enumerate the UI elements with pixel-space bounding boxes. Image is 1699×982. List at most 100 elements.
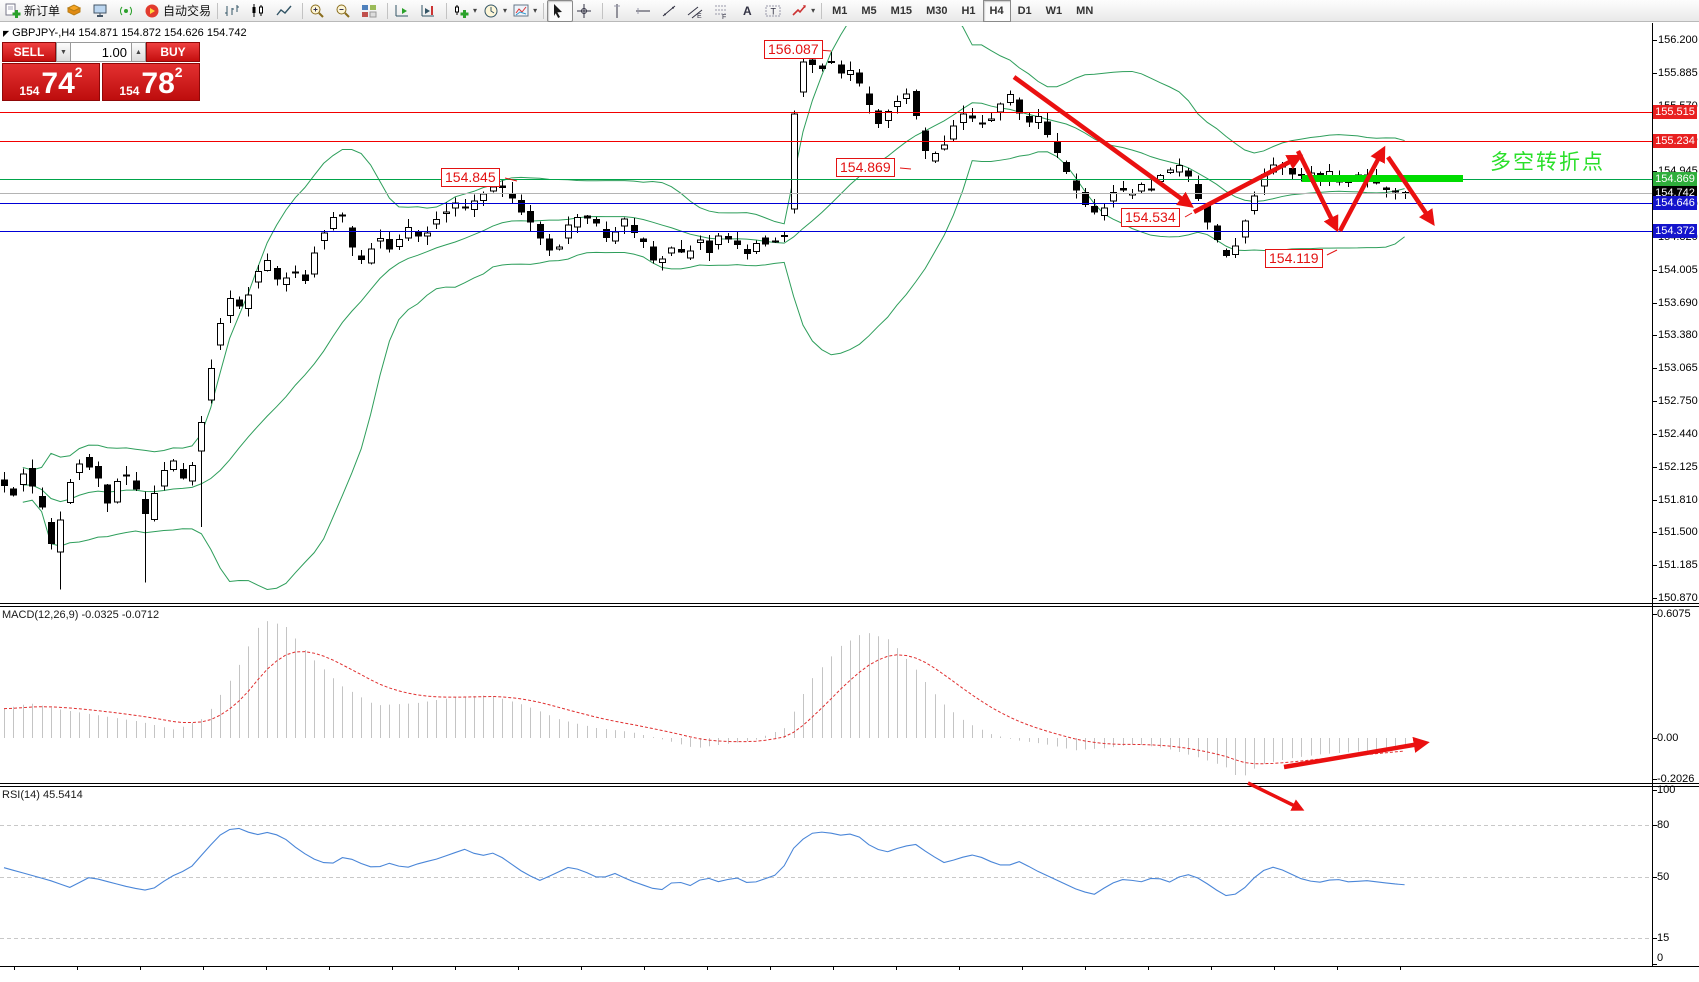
toolbar-separator <box>543 2 545 19</box>
timeframe-h4-button[interactable]: H4 <box>982 0 1011 22</box>
price-axis-chip: 154.646 <box>1653 195 1697 210</box>
sell-price-prefix: 154 <box>19 84 40 98</box>
cursor-button[interactable] <box>547 0 574 22</box>
toolbar-separator <box>217 2 219 19</box>
bars-icon <box>225 4 240 16</box>
chart-line-button[interactable] <box>273 0 299 22</box>
new-order-button[interactable]: 新订单 <box>2 0 63 22</box>
chart-bars-button[interactable] <box>221 0 247 22</box>
macd-axis-tick: -0.2026 <box>1657 773 1695 786</box>
signals-button[interactable] <box>115 0 141 22</box>
rsi-label: RSI(14) 45.5414 <box>2 789 83 801</box>
timeframe-m5-button[interactable]: M5 <box>861 4 877 17</box>
rsi-axis-tick: 15 <box>1657 931 1670 944</box>
profiles-button[interactable] <box>63 0 89 22</box>
zoomin-icon <box>310 4 324 18</box>
zoom-in-button[interactable] <box>306 0 332 22</box>
price-axis-tick: 155.885 <box>1658 66 1698 79</box>
volume-increase-button[interactable]: ▲ <box>131 42 146 62</box>
timeframe-m15-button[interactable]: M15 <box>890 4 913 17</box>
channel-button[interactable]: E <box>684 0 710 22</box>
rsi-axis-tick: 50 <box>1657 871 1670 883</box>
buy-button[interactable]: BUY <box>146 42 200 62</box>
macd-label: MACD(12,26,9) -0.0325 -0.0712 <box>2 609 160 621</box>
cn-annotation-text[interactable]: 多空转折点 <box>1490 151 1605 174</box>
scroll-icon <box>395 4 409 16</box>
price-tag-label[interactable]: 154.845 <box>441 168 500 187</box>
buy-price-prefix: 154 <box>119 84 140 98</box>
tile-windows-button[interactable] <box>358 0 384 22</box>
monitor-icon <box>93 4 107 17</box>
new-chart-button[interactable]: ▾ <box>450 0 480 22</box>
text-button[interactable]: A <box>736 0 762 22</box>
timeframe-m1-button[interactable]: M1 <box>832 4 848 17</box>
tiles-icon <box>362 4 377 17</box>
trendline-button[interactable] <box>658 0 684 22</box>
price-tag-label[interactable]: 154.119 <box>1265 249 1323 268</box>
price-axis-tick: 154.005 <box>1658 263 1698 276</box>
volume-decrease-button[interactable]: ▼ <box>56 42 71 62</box>
price-axis-chip: 154.869 <box>1653 172 1697 187</box>
rsi-axis-tick: 100 <box>1657 784 1676 796</box>
timeframe-d1-button[interactable]: D1 <box>1017 4 1032 17</box>
buy-price-pip: 2 <box>174 64 183 80</box>
price-axis-tick: 151.810 <box>1658 493 1698 506</box>
chart-candles-button[interactable] <box>247 0 273 22</box>
price-axis-tick: 152.440 <box>1658 427 1698 440</box>
book-icon <box>66 3 82 16</box>
macd-axis-tick: 0.00 <box>1657 732 1679 744</box>
hline-icon <box>636 7 651 14</box>
community-button[interactable] <box>89 0 115 22</box>
templates-icon <box>513 4 529 16</box>
crosshair-button[interactable] <box>573 0 599 22</box>
green-pivot-bar[interactable] <box>1302 175 1463 182</box>
zoom-out-button[interactable] <box>332 0 358 22</box>
fibonacci-button[interactable]: F <box>710 0 736 22</box>
label-icon: T <box>765 5 781 16</box>
rsi-axis-tick: 80 <box>1657 818 1670 831</box>
price-tag-label[interactable]: 156.087 <box>764 40 823 59</box>
sell-price-pip: 2 <box>74 64 83 80</box>
volume-input[interactable] <box>71 42 131 62</box>
macd-pane <box>3 621 1406 776</box>
bollinger-bands <box>22 26 1405 591</box>
chartplus-icon <box>455 4 469 18</box>
symbol-ohlc-text: GBPJPY-,H4 154.871 154.872 154.626 154.7… <box>12 27 247 39</box>
timeframe-w1-button[interactable]: W1 <box>1045 4 1063 17</box>
periodicity-button[interactable]: ▾ <box>480 0 510 22</box>
autotrade-button[interactable]: 自动交易 <box>141 0 214 22</box>
price-axis-chip: 155.515 <box>1653 104 1697 119</box>
price-tag-label[interactable]: 154.869 <box>836 158 895 177</box>
linechart-icon <box>276 5 292 15</box>
chart-shift-button[interactable] <box>417 0 443 22</box>
vertical-line-button[interactable] <box>606 0 632 22</box>
buy-price-big: 78 <box>141 67 175 100</box>
chevron-down-icon: ▾ <box>473 6 478 15</box>
chevron-down-icon: ▾ <box>811 6 816 15</box>
text-label-button[interactable]: T <box>762 0 788 22</box>
toolbar-separator <box>821 2 823 19</box>
horizontal-line-button[interactable] <box>632 0 658 22</box>
price-axis-tick: 153.690 <box>1658 296 1698 309</box>
horizontal-lines[interactable] <box>0 112 1652 232</box>
timeframe-h1-button[interactable]: H1 <box>961 4 976 17</box>
templates-button[interactable]: ▾ <box>510 0 540 22</box>
arrows-button[interactable]: ▾ <box>788 0 818 22</box>
price-axis-tick: 153.380 <box>1658 329 1698 342</box>
price-tag-label[interactable]: 154.534 <box>1121 208 1180 227</box>
auto-scroll-button[interactable] <box>391 0 417 22</box>
sell-price[interactable]: 154 74 2 <box>2 63 100 101</box>
timeframe-mn-button[interactable]: MN <box>1076 4 1094 17</box>
toolbar-separator <box>302 2 304 19</box>
vline-icon <box>614 3 621 18</box>
timeframe-m30-button[interactable]: M30 <box>926 4 948 17</box>
price-axis-chip: 155.234 <box>1653 134 1697 149</box>
price-axis-tick: 152.750 <box>1658 395 1698 408</box>
sell-button[interactable]: SELL <box>2 42 56 62</box>
buy-price[interactable]: 154 78 2 <box>102 63 200 101</box>
shapes-icon <box>792 4 807 16</box>
svg-text:T: T <box>771 6 777 16</box>
rsi-pane <box>0 825 1652 939</box>
annotation-arrows[interactable] <box>504 49 1435 811</box>
